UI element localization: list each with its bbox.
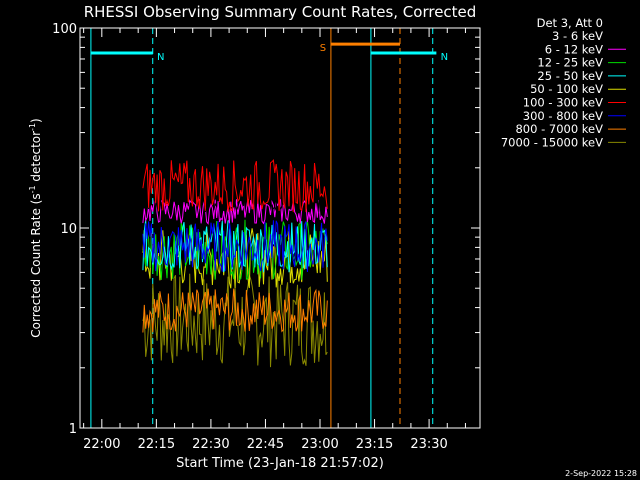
legend-label-4: 50 - 100 keV xyxy=(530,82,603,96)
x-tick-label-2230: 22:30 xyxy=(192,437,229,452)
x-tick-label-2200: 22:00 xyxy=(83,437,120,452)
flag-label-1: N xyxy=(441,52,448,63)
series-trace-0 xyxy=(142,180,328,213)
x-axis-label: Start Time (23-Jan-18 21:57:02) xyxy=(176,456,384,471)
y-tick-label-10: 10 xyxy=(60,222,77,237)
footer-date: 2-Sep-2022 15:28 xyxy=(565,469,637,478)
series-trace-7 xyxy=(142,288,328,333)
x-tick-label-2245: 22:45 xyxy=(247,437,284,452)
axes-frame xyxy=(79,27,481,429)
series-trace-5 xyxy=(142,159,328,213)
y-tick-label-1: 1 xyxy=(69,422,77,437)
flag-label-0: N xyxy=(157,52,164,63)
series-trace-2 xyxy=(142,219,328,281)
legend-label-6: 300 - 800 keV xyxy=(523,109,603,123)
x-tick-label-2300: 23:00 xyxy=(301,437,338,452)
y-tick-label-100: 100 xyxy=(52,22,77,37)
chart-title: RHESSI Observing Summary Count Rates, Co… xyxy=(84,3,477,21)
x-tick-label-2330: 23:30 xyxy=(410,437,447,452)
legend-label-1: 6 - 12 keV xyxy=(545,42,603,56)
legend-label-7: 800 - 7000 keV xyxy=(515,122,603,136)
series-trace-1 xyxy=(142,198,328,225)
series-trace-6 xyxy=(142,220,328,273)
legend-label-5: 100 - 300 keV xyxy=(523,96,603,110)
legend-label-2: 12 - 25 keV xyxy=(537,56,603,70)
legend-label-0: 3 - 6 keV xyxy=(552,29,603,43)
legend-title: Det 3, Att 0 xyxy=(537,16,603,30)
plot-area: N N S 1 10 100 22:00 22:15 22:30 22:45 23:00 23:15 2… xyxy=(52,22,481,452)
legend-label-8: 7000 - 15000 keV xyxy=(501,135,603,149)
x-tick-label-2315: 23:15 xyxy=(356,437,393,452)
x-tick-label-2215: 22:15 xyxy=(138,437,175,452)
flag-label-2: S xyxy=(320,43,326,54)
y-axis-label: Corrected Count Rate (s-1 detector-1) xyxy=(28,118,43,337)
legend-label-3: 25 - 50 keV xyxy=(537,69,603,83)
